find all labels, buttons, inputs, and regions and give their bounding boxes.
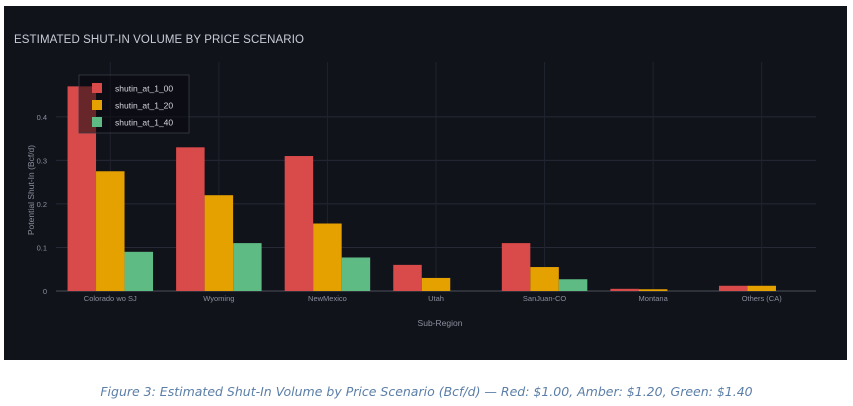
y-axis-label: Potential Shut-In (Bcf/d)	[26, 145, 36, 235]
x-tick-label: NewMexico	[308, 294, 347, 303]
legend-label: shutin_at_1_20	[115, 101, 173, 111]
y-tick-label: 0	[43, 287, 47, 296]
x-tick-labels: Colorado wo SJ Wyoming NewMexico Utah SanJua…	[84, 294, 782, 303]
y-tick-labels: 0 0.1 0.2 0.3 0.4	[37, 113, 47, 296]
bar-shutin_at_1_00-6	[718, 285, 748, 291]
bar-shutin_at_1_20-6	[747, 285, 776, 291]
y-tick-label: 0.4	[37, 113, 47, 122]
x-tick-label: Wyoming	[203, 294, 234, 303]
x-tick-label: Others (CA)	[742, 294, 783, 303]
x-tick-label: Utah	[428, 294, 444, 303]
bar-shutin_at_1_20-3	[421, 277, 451, 291]
legend: shutin_at_1_00 shutin_at_1_20 shutin_at_1_…	[78, 74, 190, 134]
bar-shutin_at_1_40-0	[124, 251, 154, 291]
x-tick-label: SanJuan-CO	[523, 294, 567, 303]
bar-shutin_at_1_40-1	[233, 243, 262, 291]
figure-caption: Figure 3: Estimated Shut-In Volume by Pr…	[100, 384, 753, 399]
bar-shutin_at_1_00-3	[393, 264, 422, 291]
bar-shutin_at_1_20-0	[96, 171, 125, 291]
legend-label: shutin_at_1_40	[115, 118, 173, 128]
y-tick-label: 0.3	[37, 156, 47, 165]
bar-shutin_at_1_00-1	[176, 147, 205, 291]
bar-shutin_at_1_20-5	[638, 289, 668, 291]
bar-shutin_at_1_00-2	[284, 156, 314, 291]
chart-title: ESTIMATED SHUT-IN VOLUME BY PRICE SCENAR…	[14, 34, 305, 46]
bar-shutin_at_1_00-4	[501, 243, 531, 291]
legend-label: shutin_at_1_00	[115, 84, 173, 94]
legend-swatch	[92, 117, 102, 127]
x-axis-label: Sub-Region	[418, 318, 463, 328]
legend-swatch	[92, 100, 102, 110]
bars	[67, 86, 776, 292]
y-tick-label: 0.2	[37, 200, 47, 209]
x-tick-label: Montana	[639, 294, 669, 303]
y-tick-label: 0.1	[37, 243, 47, 252]
bar-shutin_at_1_40-4	[558, 279, 588, 291]
bar-shutin_at_1_20-1	[204, 195, 234, 291]
bar-shutin_at_1_00-5	[610, 288, 639, 291]
bar-shutin_at_1_20-2	[313, 223, 342, 291]
chart-panel	[4, 6, 847, 360]
bar-shutin_at_1_20-4	[530, 267, 559, 291]
legend-swatch	[92, 83, 102, 93]
x-tick-label: Colorado wo SJ	[84, 294, 137, 303]
bar-shutin_at_1_40-2	[341, 257, 371, 291]
